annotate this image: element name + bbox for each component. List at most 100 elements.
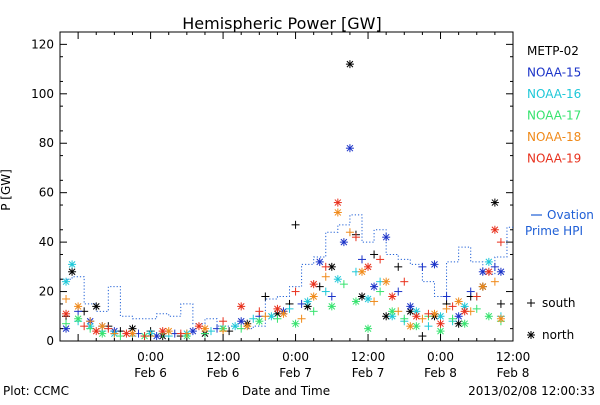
ovation-legend: Ovation Prime HPI [525,208,594,238]
data-point-north [436,327,445,336]
data-point-south [418,262,427,271]
data-point-south [207,327,215,336]
data-point-north [279,309,288,318]
y-axis: 0 20 40 60 80 100 120 [31,37,513,348]
data-point-north [243,322,252,331]
data-point-south [496,299,505,308]
data-point-north [200,324,209,333]
data-point-north [74,314,83,323]
legend-entry: NOAA-18 [527,130,581,144]
data-point-south [394,262,403,271]
data-point-north [194,322,203,331]
data-point-south [424,309,433,318]
data-point-south [273,314,282,323]
data-point-north [364,262,373,271]
data-point-south [351,233,360,242]
data-point-south [80,322,89,331]
data-point-north [68,260,77,269]
data-point-north [188,327,197,336]
data-point-south [86,324,95,333]
data-point-north [412,312,421,321]
data-point-south [297,314,306,323]
y-tick-label: 60 [39,186,54,200]
data-point-north [454,297,463,306]
legend: METP-02 NOAA-15 NOAA-16 NOAA-17 NOAA-18 NOAA-… [527,44,581,166]
data-point-north [388,292,397,301]
data-point-south [285,304,294,313]
data-point-north [454,319,463,328]
y-tick-label: 20 [39,285,54,299]
data-point-north [333,275,342,284]
footer-timestamp: 2013/02/08 12:00:33 [468,384,595,398]
data-point-south [448,302,457,311]
footer-plot-source: Plot: CCMC [3,384,69,398]
data-point-north [478,282,487,291]
data-point-north [454,312,463,321]
points-layer [62,60,505,341]
data-point-north [370,282,379,291]
data-point-north [333,208,342,217]
x-tick-time-label: 12:00 [206,350,241,364]
data-point-north [406,322,415,331]
data-point-north [237,317,246,326]
data-point-south [466,287,475,296]
data-point-south [110,329,119,338]
x-tick-time-label: 12:00 [496,350,531,364]
data-point-south [442,304,451,313]
data-point-north [303,297,312,306]
data-point-north [358,292,366,301]
x-tick-date-label: Feb 8 [424,366,457,380]
data-point-north [382,233,391,242]
chart-title: Hemispheric Power [GW] [182,14,381,33]
data-point-south [291,220,300,229]
data-point-south [376,287,385,296]
data-point-south [370,297,379,306]
data-point-north [358,267,366,276]
x-tick-time-label: 0:00 [137,350,164,364]
legend-entry: NOAA-15 [527,66,581,80]
data-point-north [484,312,493,321]
data-point-north [231,322,240,331]
data-point-south [472,292,481,301]
data-point-north [496,314,505,323]
data-point-south [249,314,258,323]
data-point-north [237,302,246,311]
data-point-south [219,317,228,326]
x-tick-date-label: Feb 6 [207,366,240,380]
data-point-north [484,257,493,266]
data-point-north [273,304,282,313]
data-point-north [345,144,354,153]
data-point-south [255,307,264,316]
data-point-north [92,327,101,336]
data-point-south [394,307,403,316]
y-tick-label: 40 [39,235,54,249]
x-tick-time-label: 0:00 [282,350,309,364]
data-point-north [460,307,469,316]
marker-legend-label: south [542,296,576,310]
data-point-north [98,329,107,338]
data-point-south [327,292,336,301]
data-point-north [309,292,318,301]
data-point-south [345,228,354,237]
data-point-south [321,287,330,296]
data-point-north [436,312,445,321]
data-point-north [333,198,342,207]
x-tick-date-label: Feb 7 [352,366,385,380]
data-point-north [490,225,499,234]
data-point-south [370,250,379,259]
data-point-south [376,255,385,264]
marker-legend-symbol [527,331,535,339]
data-point-south [472,304,481,313]
y-tick-label: 120 [31,37,54,51]
data-point-north [364,324,373,333]
data-point-south [490,277,499,286]
data-point-south [309,307,318,316]
data-point-north [255,317,264,326]
x-axis: 0:00 Feb 6 12:00 Feb 6 0:00 Feb 7 12:00 Feb 7 0:… [59,32,531,380]
data-point-south [86,317,95,326]
data-point-north [460,319,469,328]
data-point-south [424,322,433,331]
marker-legend-label: north [542,328,574,342]
